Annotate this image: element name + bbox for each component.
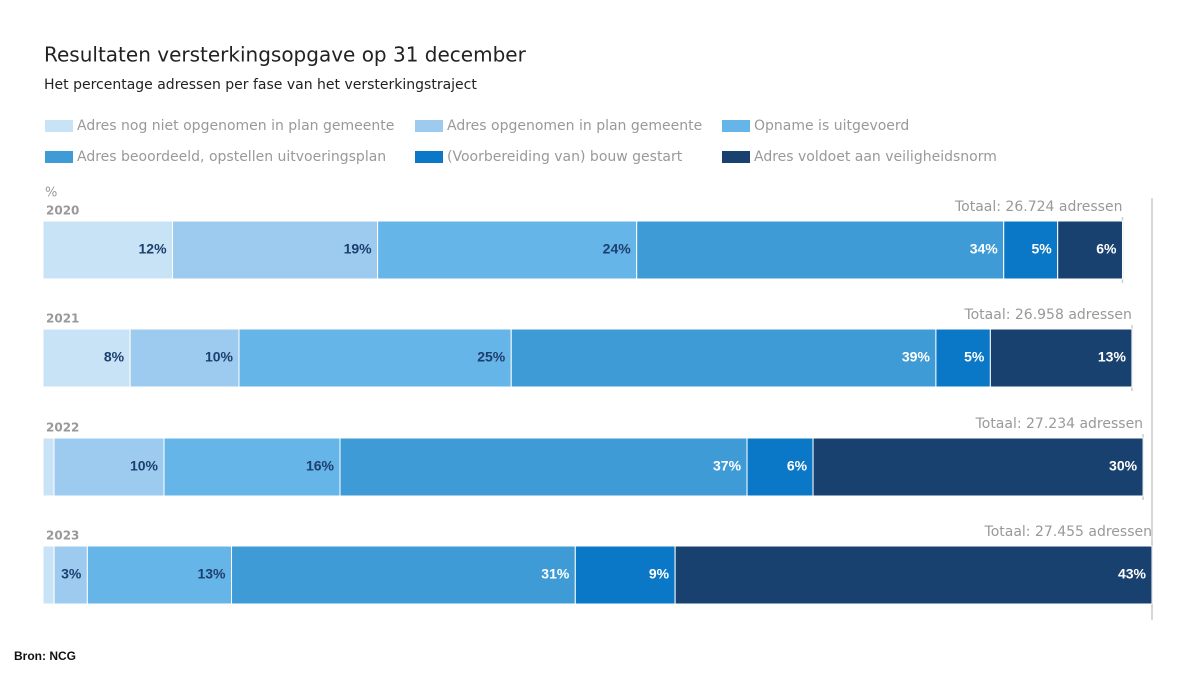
total-label: Totaal: 26.958 adressen xyxy=(963,307,1131,323)
bar-segment xyxy=(86,545,233,605)
bar-segment xyxy=(163,437,341,497)
bar-segment xyxy=(42,328,131,388)
value-label: 30% xyxy=(1109,458,1138,474)
legend-swatch xyxy=(415,120,443,132)
legend-swatch xyxy=(722,151,750,163)
value-label: 13% xyxy=(1098,349,1127,365)
value-label: 24% xyxy=(603,241,632,257)
bar-segment xyxy=(746,437,814,497)
value-label: 25% xyxy=(477,349,506,365)
legend-label: (Voorbereiding van) bouw gestart xyxy=(447,149,683,165)
category-label: 2020 xyxy=(46,204,79,218)
legend-swatch xyxy=(722,120,750,132)
legend-label: Adres nog niet opgenomen in plan gemeent… xyxy=(77,118,394,134)
category-label: 2022 xyxy=(46,421,79,435)
total-label: Totaal: 26.724 adressen xyxy=(954,199,1122,215)
bar-segment xyxy=(42,437,55,497)
bar-segment xyxy=(231,545,576,605)
chart-subtitle: Het percentage adressen per fase van het… xyxy=(44,77,477,93)
bar-segment xyxy=(510,328,937,388)
total-label: Totaal: 27.234 adressen xyxy=(975,416,1143,432)
bar-segment xyxy=(1003,220,1059,280)
legend-swatch xyxy=(415,151,443,163)
bar-segment xyxy=(812,437,1144,497)
value-label: 6% xyxy=(1096,241,1117,257)
value-label: 43% xyxy=(1118,566,1147,582)
legend-label: Opname is uitgevoerd xyxy=(754,118,909,134)
bar-segment xyxy=(1057,220,1123,280)
bar-segment xyxy=(636,220,1005,280)
value-label: 16% xyxy=(306,458,335,474)
bar-segment xyxy=(674,545,1153,605)
bar-segment xyxy=(53,437,165,497)
bar-segment xyxy=(42,220,174,280)
value-label: 3% xyxy=(61,566,82,582)
legend-swatch xyxy=(45,120,73,132)
value-label: 10% xyxy=(130,458,159,474)
bar-segment xyxy=(172,220,379,280)
bar-segment xyxy=(339,437,748,497)
legend-label: Adres beoordeeld, opstellen uitvoeringsp… xyxy=(77,149,386,165)
chart-title: Resultaten versterkingsopgave op 31 dece… xyxy=(44,43,527,67)
category-label: 2021 xyxy=(46,312,79,326)
bar-segment xyxy=(377,220,638,280)
source: Bron: NCG xyxy=(14,649,76,663)
value-label: 13% xyxy=(197,566,226,582)
value-label: 19% xyxy=(344,241,373,257)
value-label: 39% xyxy=(902,349,931,365)
value-label: 5% xyxy=(964,349,985,365)
unit-label: % xyxy=(45,186,57,201)
value-label: 8% xyxy=(104,349,125,365)
bar-segment xyxy=(129,328,240,388)
value-label: 9% xyxy=(649,566,670,582)
value-label: 10% xyxy=(205,349,234,365)
value-label: 5% xyxy=(1031,241,1052,257)
bar-segment xyxy=(238,328,512,388)
bar-segment xyxy=(42,545,55,605)
legend-label: Adres voldoet aan veiligheidsnorm xyxy=(754,149,997,165)
category-label: 2023 xyxy=(46,529,79,543)
legend-label: Adres opgenomen in plan gemeente xyxy=(447,118,702,134)
value-label: 34% xyxy=(970,241,999,257)
value-label: 12% xyxy=(139,241,168,257)
legend-swatch xyxy=(45,151,73,163)
value-label: 37% xyxy=(713,458,742,474)
value-label: 31% xyxy=(541,566,570,582)
value-label: 6% xyxy=(787,458,808,474)
bar-segment xyxy=(989,328,1133,388)
total-label: Totaal: 27.455 adressen xyxy=(984,524,1152,540)
